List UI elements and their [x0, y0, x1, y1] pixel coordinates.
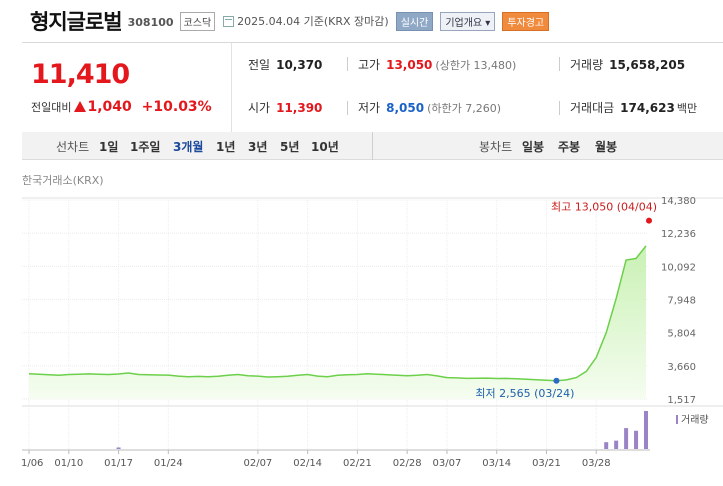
open-price: 시가 11,390: [248, 101, 323, 115]
volume-bar: [604, 442, 609, 449]
volume-bar: [116, 447, 121, 449]
volume-bar: [624, 428, 629, 449]
x-tick-label: 02/14: [293, 458, 322, 469]
price-change: 전일대비 1,040 +10.03%: [31, 99, 212, 115]
investment-warning-badge[interactable]: 투자경고: [502, 11, 550, 31]
period-1d[interactable]: 1일: [99, 140, 119, 154]
x-tick-label: 01/24: [154, 458, 183, 469]
x-tick-label: 01/06: [22, 458, 43, 469]
chart-toolbar: 선차트 1일 1주일 3개월 1년 3년 5년 10년 봉차트 일봉 주봉 월봉: [22, 132, 723, 160]
period-1y[interactable]: 1년: [216, 140, 236, 154]
y-tick-label: 14,380: [661, 196, 696, 207]
low-annotation: 최저 2,565 (03/24): [475, 387, 574, 400]
period-3y[interactable]: 3년: [248, 140, 268, 154]
price-chart: 14,380 12,236 10,092 7,948 5,804 3,660 1,517 최고…: [22, 196, 723, 469]
y-tick-label: 3,660: [667, 362, 696, 373]
x-tick-label: 01/10: [54, 458, 83, 469]
high-annotation: 최고 13,050 (04/04): [551, 201, 657, 214]
current-price: 11,410: [31, 59, 130, 90]
low-price: 저가 8,050 (하한가 7,260): [358, 101, 501, 115]
volume-legend-swatch: [676, 415, 678, 424]
realtime-button[interactable]: 실시간: [395, 11, 434, 31]
x-tick-label: 02/21: [343, 458, 372, 469]
divider: [347, 57, 348, 71]
volume-bar: [614, 440, 619, 449]
price-summary: 11,410 전일대비 1,040 +10.03%: [22, 43, 232, 133]
candle-monthly[interactable]: 월봉: [595, 140, 618, 154]
volume-bar: [634, 430, 639, 449]
x-tick-label: 03/21: [532, 458, 561, 469]
period-3m[interactable]: 3개월: [173, 140, 204, 154]
y-tick-label: 7,948: [667, 296, 696, 307]
trade-amount: 거래대금 174,623 백만: [570, 101, 698, 115]
price-area: [29, 245, 646, 399]
volume-legend-label: 거래량: [681, 414, 709, 426]
calendar-icon: [223, 15, 235, 27]
divider: [347, 101, 348, 115]
candle-chart-label: 봉차트: [479, 140, 513, 154]
change-percent: +10.03%: [141, 99, 212, 115]
x-tick-label: 02/07: [243, 458, 272, 469]
stock-code: 308100: [127, 16, 174, 29]
high-marker: [646, 217, 652, 224]
change-amount: 1,040: [87, 99, 132, 115]
data-source: 한국거래소(KRX): [22, 174, 104, 187]
candle-weekly[interactable]: 주봉: [558, 140, 581, 154]
quote-panel: 11,410 전일대비 1,040 +10.03% 전일 10,370 고가 13,0…: [22, 42, 723, 134]
period-5y[interactable]: 5년: [280, 140, 300, 154]
x-tick-label: 02/28: [393, 458, 422, 469]
high-price: 고가 13,050 (상한가 13,480): [358, 58, 517, 72]
change-label: 전일대비: [31, 101, 72, 114]
volume: 거래량 15,658,205: [570, 58, 686, 72]
market-badge: 코스닥: [179, 11, 216, 31]
price-line: [28, 245, 647, 382]
divider: [559, 57, 560, 71]
low-marker: [553, 377, 560, 384]
stock-name: 형지글로벌: [30, 10, 123, 34]
x-tick-label: 03/28: [582, 458, 611, 469]
period-10y[interactable]: 10년: [311, 140, 339, 154]
prev-close: 전일 10,370: [248, 58, 323, 72]
quote-date: 2025.04.04 기준(KRX 장마감): [237, 15, 389, 28]
x-tick-label: 03/14: [482, 458, 511, 469]
y-tick-label: 5,804: [667, 329, 696, 340]
divider: [559, 101, 560, 115]
company-overview-button[interactable]: 기업개요 ▾: [440, 11, 496, 31]
up-arrow-icon: [74, 101, 87, 112]
y-tick-label: 12,236: [661, 229, 696, 240]
candle-daily[interactable]: 일봉: [522, 140, 545, 154]
x-tick-label: 01/17: [104, 458, 133, 469]
y-tick-label: 1,517: [667, 395, 696, 406]
volume-bar: [644, 411, 648, 449]
stock-header: 형지글로벌 308100 코스닥 2025.04.04 기준(KRX 장마감) …: [0, 0, 723, 42]
toolbar-divider: [372, 132, 373, 160]
line-chart-label: 선차트: [56, 140, 90, 154]
x-tick-label: 03/07: [433, 458, 462, 469]
period-1w[interactable]: 1주일: [130, 140, 161, 154]
y-tick-label: 10,092: [661, 262, 696, 273]
